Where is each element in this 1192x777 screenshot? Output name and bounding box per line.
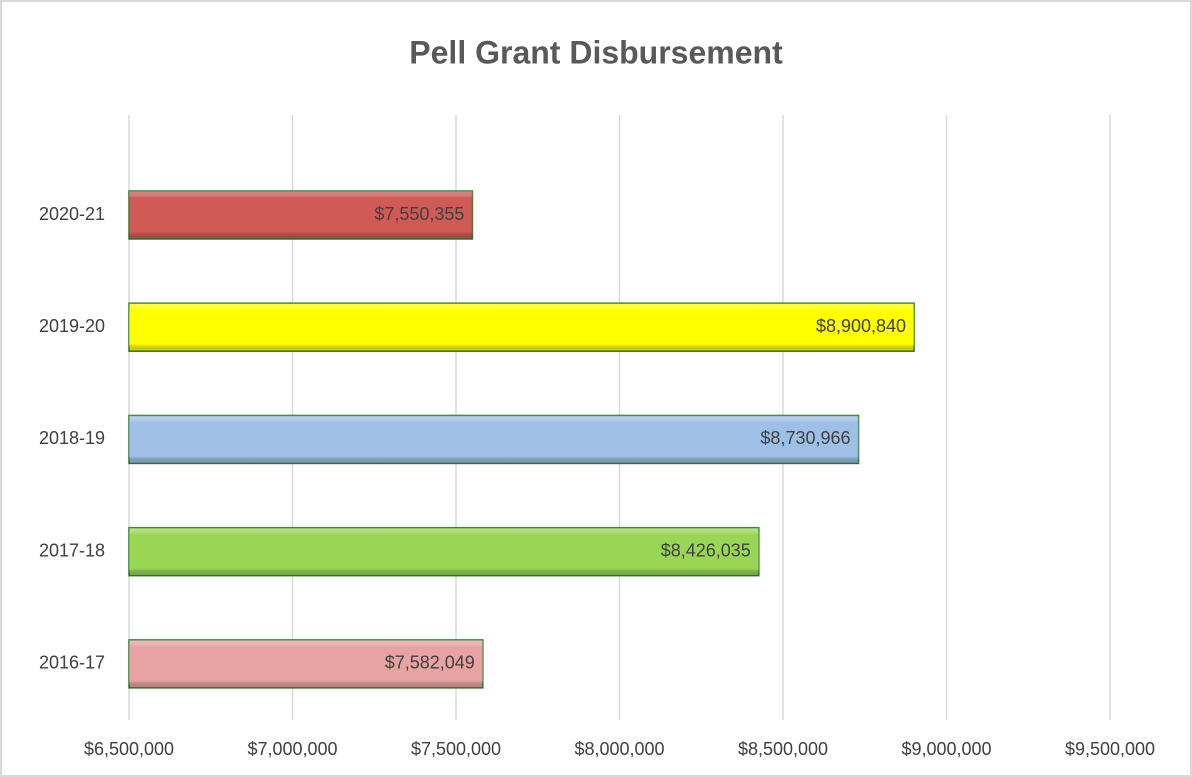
bar-shade xyxy=(129,415,859,464)
data-label: $7,582,049 xyxy=(385,653,475,673)
x-tick-label: $8,500,000 xyxy=(738,739,828,759)
y-tick-label: 2019-20 xyxy=(39,316,105,336)
x-tick-label: $7,000,000 xyxy=(247,739,337,759)
data-label: $7,550,355 xyxy=(374,204,464,224)
data-label: $8,426,035 xyxy=(661,540,751,560)
x-tick-label: $7,500,000 xyxy=(411,739,501,759)
bar-shade xyxy=(129,191,473,239)
y-tick-label: 2018-19 xyxy=(39,428,105,448)
x-tick-label: $9,000,000 xyxy=(901,739,991,759)
bar-shade xyxy=(129,639,483,688)
data-label: $8,900,840 xyxy=(816,316,906,336)
chart-title: Pell Grant Disbursement xyxy=(409,34,783,70)
data-label: $8,730,966 xyxy=(760,428,850,448)
x-tick-label: $8,000,000 xyxy=(574,739,664,759)
y-tick-label: 2020-21 xyxy=(39,204,105,224)
y-tick-label: 2017-18 xyxy=(39,540,105,560)
x-tick-label: $6,500,000 xyxy=(84,739,174,759)
y-tick-label: 2016-17 xyxy=(39,653,105,673)
bar-shade xyxy=(129,527,759,576)
bar-shade xyxy=(129,303,915,352)
x-tick-label: $9,500,000 xyxy=(1065,739,1155,759)
